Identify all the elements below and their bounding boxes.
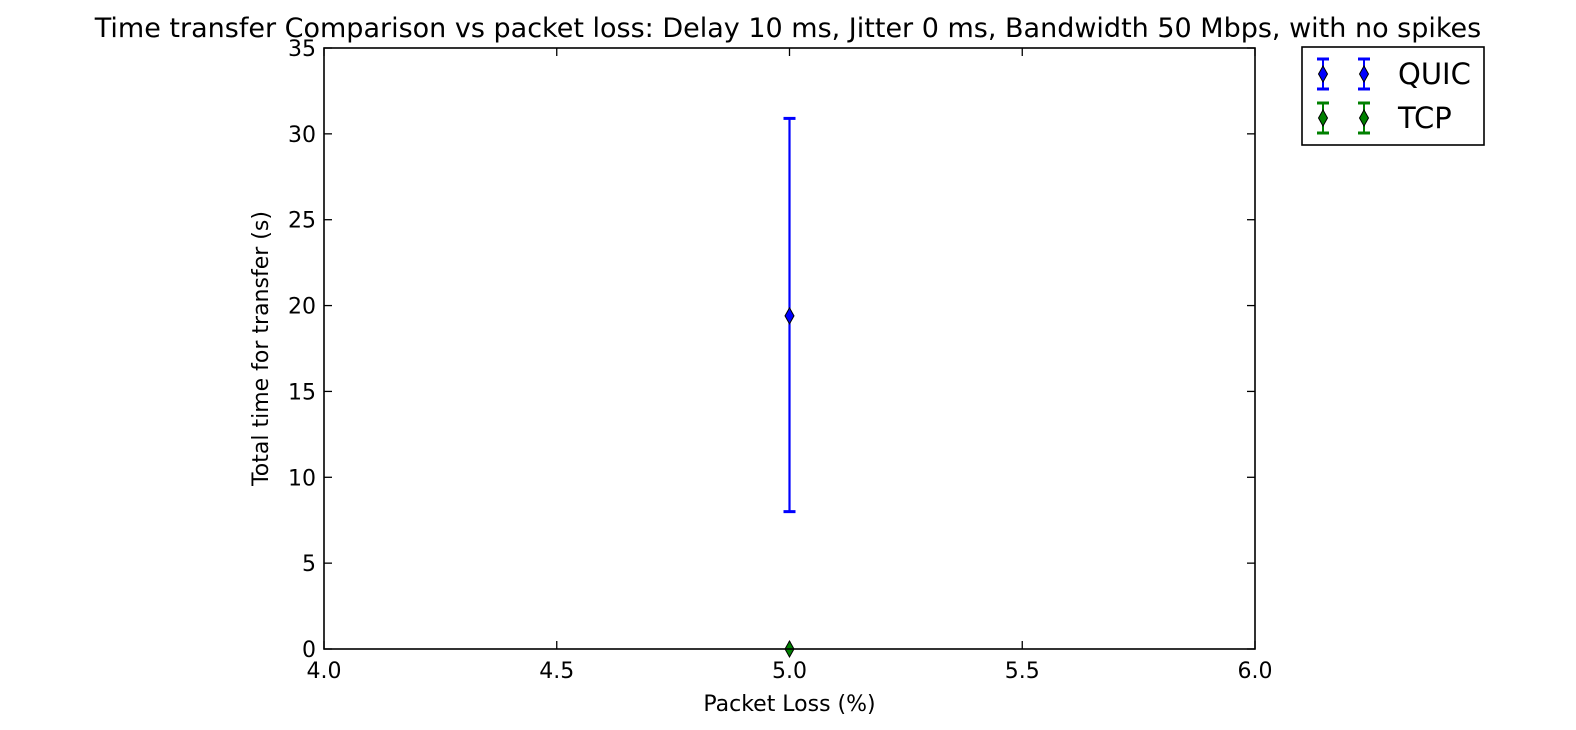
legend-tcp-marker-a <box>1317 108 1329 128</box>
x-tick-label: 4.0 <box>307 659 342 684</box>
x-tick-label: 5.0 <box>772 659 807 684</box>
y-tick-label: 35 <box>288 37 316 62</box>
y-tick-label: 5 <box>302 552 316 577</box>
legend-quic-marker-b <box>1358 64 1370 84</box>
quic-point <box>784 306 795 325</box>
legend-quic-marker-a <box>1317 64 1329 84</box>
legend: QUIC TCP <box>1301 46 1485 146</box>
legend-entries: QUIC TCP <box>1317 57 1471 135</box>
x-tick-label: 4.5 <box>539 659 574 684</box>
y-tick-label: 25 <box>288 209 316 234</box>
x-axis-label: Packet Loss (%) <box>703 692 875 717</box>
y-axis-label: Total time for transfer (s) <box>249 211 274 487</box>
plot-frame <box>323 47 1256 650</box>
y-tick-label: 20 <box>288 295 316 320</box>
y-tick-label: 15 <box>288 380 316 405</box>
legend-tcp-marker-b <box>1358 108 1370 128</box>
x-axis: 4.0 4.5 5.0 5.5 6.0 <box>307 48 1273 684</box>
y-tick-label: 0 <box>302 638 316 663</box>
x-tick-label: 5.5 <box>1005 659 1040 684</box>
y-tick-label: 30 <box>288 123 316 148</box>
legend-box <box>1301 46 1485 146</box>
y-axis: 0 5 10 15 20 25 30 35 <box>288 37 1255 663</box>
legend-label-quic: QUIC <box>1398 57 1471 91</box>
chart-title: Time transfer Comparison vs packet loss:… <box>94 13 1481 44</box>
legend-label-tcp: TCP <box>1397 101 1452 135</box>
y-tick-label: 10 <box>288 466 316 491</box>
plot-area: 4.0 4.5 5.0 5.5 6.0 0 5 10 15 20 25 30 35 <box>288 37 1273 684</box>
x-tick-label: 6.0 <box>1238 659 1273 684</box>
